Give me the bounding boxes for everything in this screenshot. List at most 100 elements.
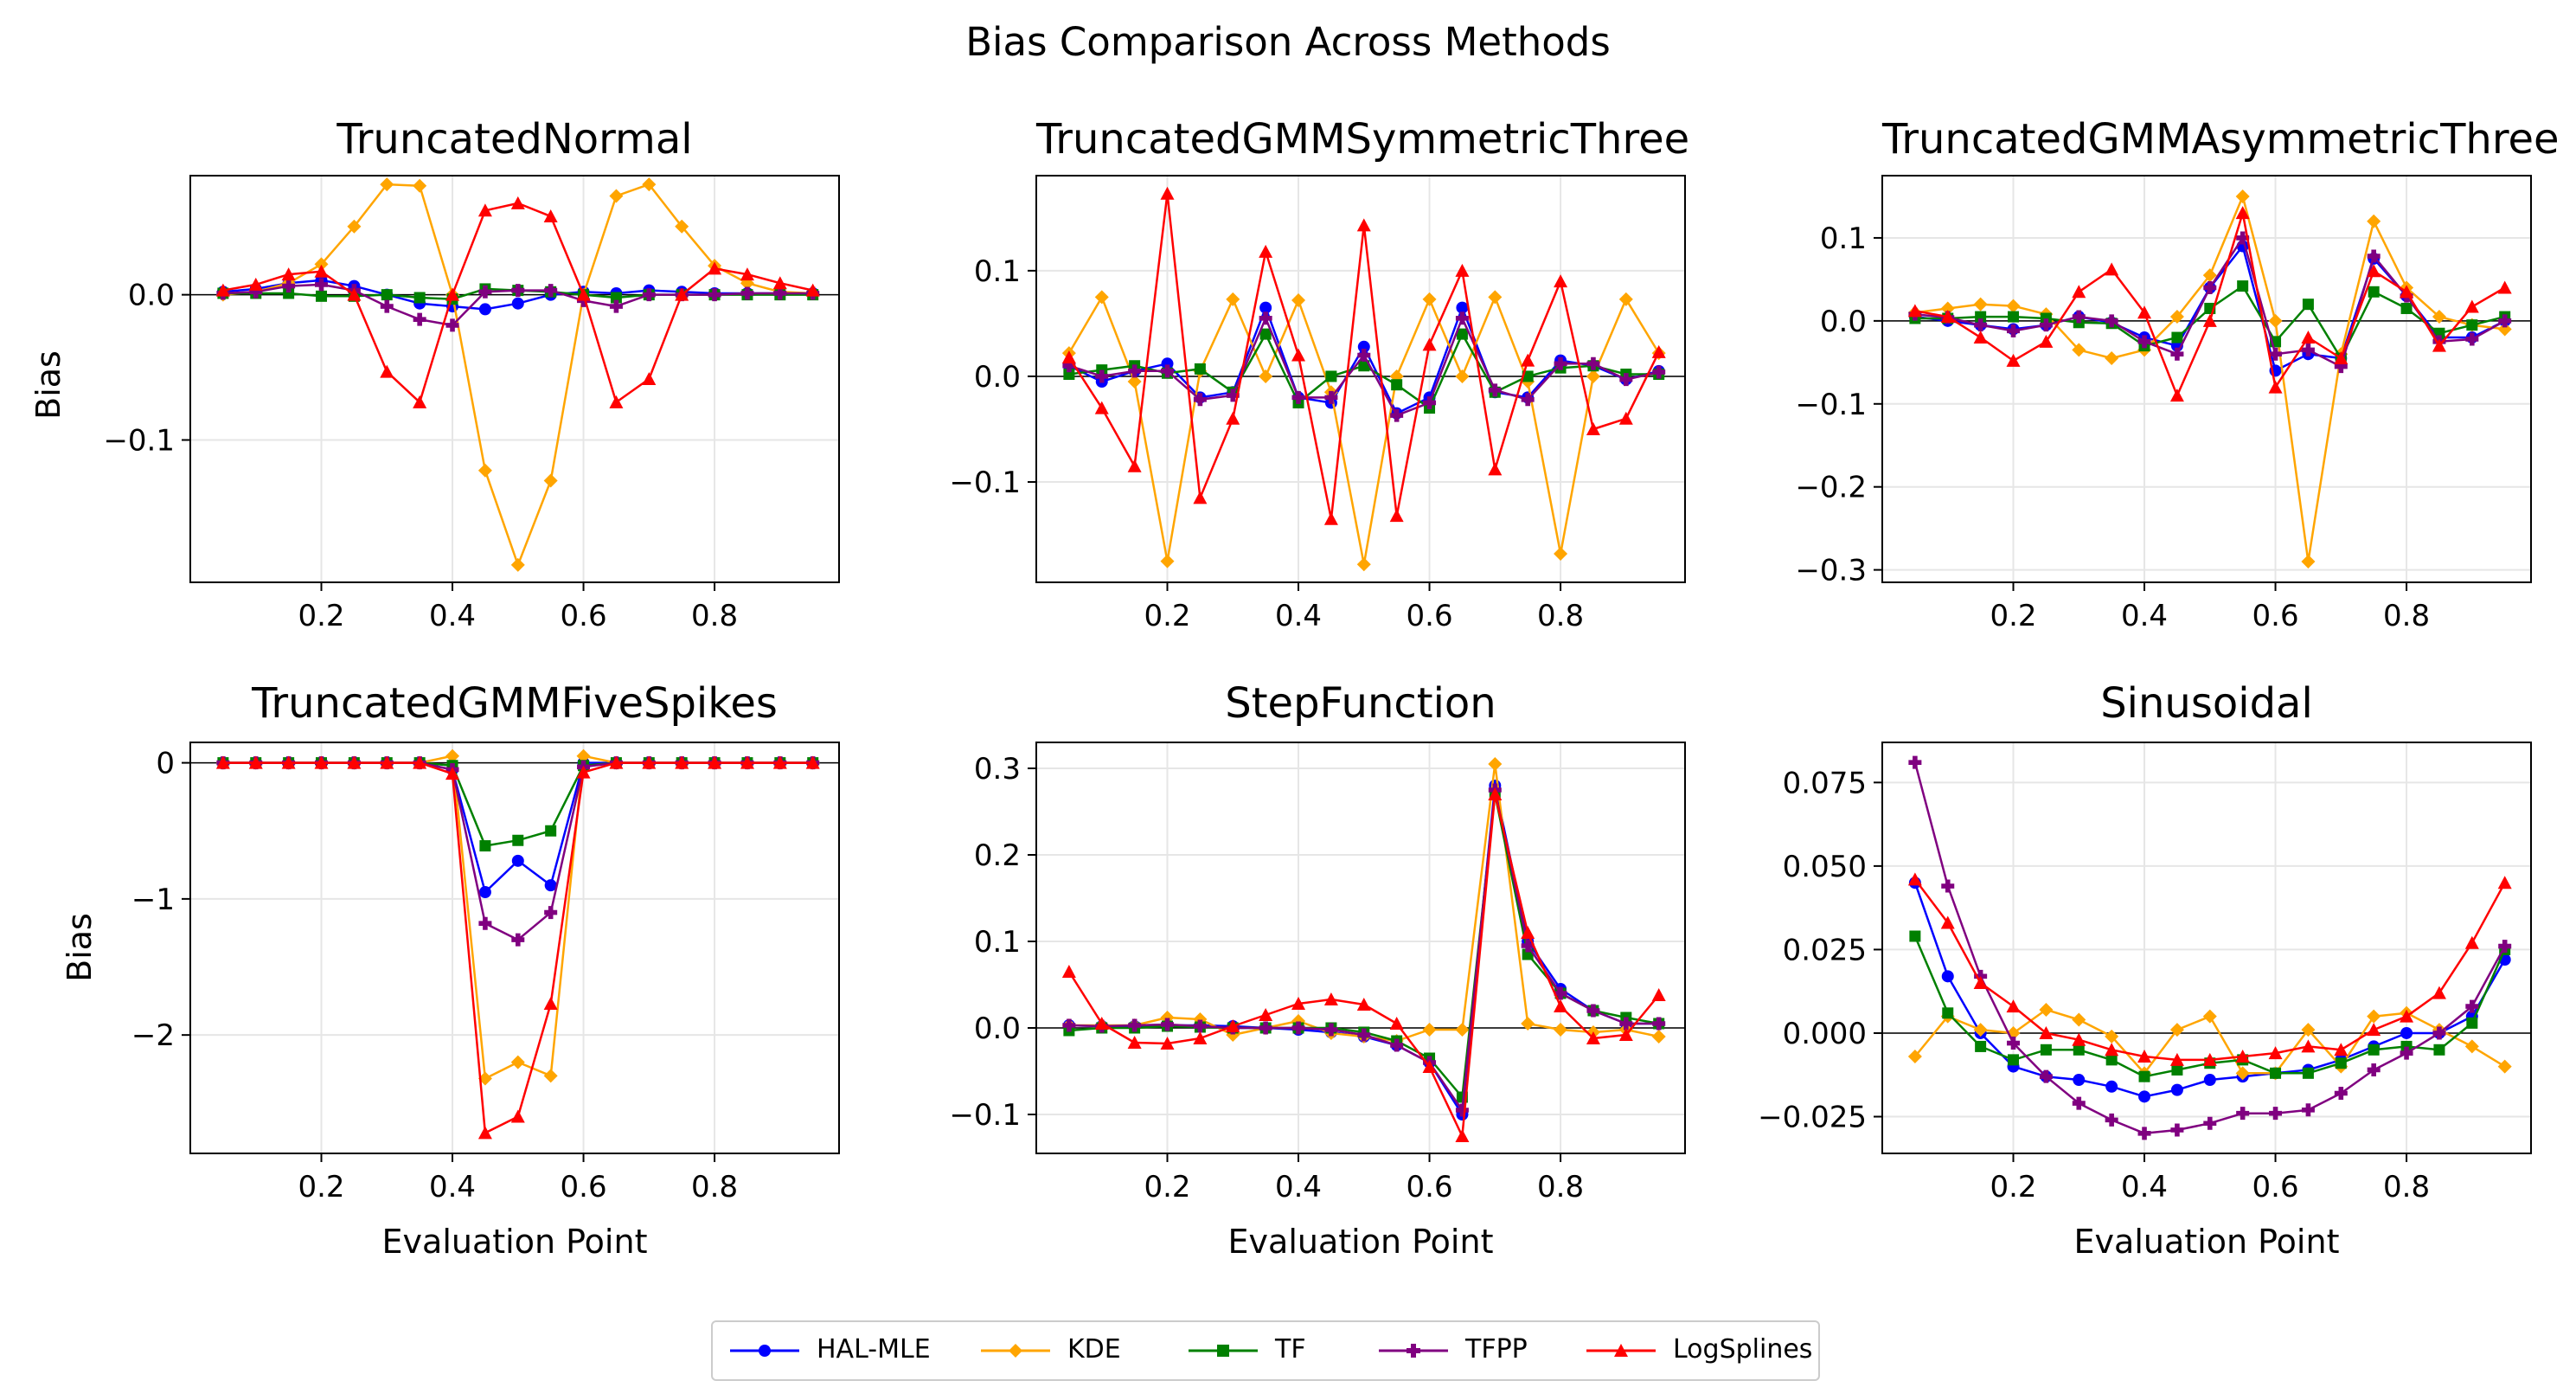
point-truncatedgmmasymmetricthree-tfpp-8 <box>2170 347 2184 361</box>
point-truncatedgmmsymmetricthree-logsplines-8 <box>1323 511 1338 525</box>
point-truncatedgmmsymmetricthree-logsplines-3 <box>1160 186 1175 200</box>
point-truncatedgmmfivespikes-logsplines-17 <box>772 755 787 769</box>
axes-frame-truncatednormal <box>189 175 840 583</box>
point-truncatedgmmfivespikes-hal-mle-8 <box>478 886 491 899</box>
point-truncatedgmmasymmetricthree-logsplines-18 <box>2497 280 2512 294</box>
point-truncatedgmmsymmetricthree-logsplines-14 <box>1521 353 1535 367</box>
point-truncatedgmmsymmetricthree-logsplines-17 <box>1618 411 1633 425</box>
point-truncatedgmmsymmetricthree-kde-6 <box>1259 369 1273 383</box>
point-truncatednormal-kde-5 <box>380 177 394 192</box>
point-stepfunction-tfpp-7 <box>1291 1021 1305 1035</box>
point-truncatedgmmsymmetricthree-tf-4 <box>1194 363 1206 375</box>
legend-marker-kde <box>981 1344 1050 1358</box>
point-sinusoidal-tfpp-4 <box>2039 1069 2053 1083</box>
point-truncatedgmmfivespikes-logsplines-14 <box>675 755 689 769</box>
point-truncatednormal-kde-4 <box>347 219 362 234</box>
point-truncatedgmmsymmetricthree-tf-0 <box>1063 369 1075 381</box>
point-sinusoidal-logsplines-16 <box>2432 986 2446 999</box>
legend-item-tfpp: TFPP <box>1370 1322 1543 1379</box>
point-truncatednormal-tf-5 <box>381 289 393 301</box>
point-truncatedgmmfivespikes-logsplines-1 <box>248 755 263 769</box>
y-tick-label-truncatedgmmasymmetricthree-4: 0.1 <box>1820 222 1867 256</box>
point-sinusoidal-tf-7 <box>2138 1070 2150 1082</box>
point-truncatedgmmsymmetricthree-logsplines-7 <box>1291 348 1306 362</box>
point-sinusoidal-tfpp-7 <box>2137 1127 2151 1140</box>
panel-truncatedgmmfivespikes: 0.2 0.4 0.6 0.8 −2 −1 0 <box>131 742 840 1204</box>
y-tick-label-stepfunction-4: 0.3 <box>974 752 1021 787</box>
point-truncatednormal-tfpp-12 <box>609 299 623 313</box>
point-truncatedgmmfivespikes-logsplines-9 <box>510 1109 525 1123</box>
figure-title: Bias Comparison Across Methods <box>965 19 1611 65</box>
point-truncatedgmmsymmetricthree-hal-mle-6 <box>1259 301 1272 314</box>
point-truncatedgmmasymmetricthree-kde-11 <box>2268 313 2283 328</box>
point-sinusoidal-tfpp-8 <box>2170 1123 2184 1137</box>
x-axis-label-1: Evaluation Point <box>381 1223 648 1261</box>
point-truncatedgmmfivespikes-logsplines-15 <box>708 755 722 769</box>
point-truncatednormal-tfpp-6 <box>413 312 426 326</box>
x-tick-label-truncatedgmmasymmetricthree-2: 0.6 <box>2252 599 2299 633</box>
point-stepfunction-kde-14 <box>1521 1017 1535 1031</box>
point-stepfunction-tfpp-0 <box>1062 1018 1076 1032</box>
point-truncatedgmmsymmetricthree-tfpp-18 <box>1652 365 1666 379</box>
point-truncatedgmmfivespikes-logsplines-2 <box>281 755 296 769</box>
point-truncatedgmmasymmetricthree-tfpp-2 <box>1974 318 1988 332</box>
point-truncatednormal-tfpp-9 <box>511 284 525 298</box>
x-axis-label-2: Evaluation Point <box>1227 1223 1494 1261</box>
point-truncatedgmmasymmetricthree-logsplines-7 <box>2137 305 2152 319</box>
panel-title-step-function: StepFunction <box>1225 679 1496 728</box>
point-stepfunction-kde-11 <box>1422 1023 1437 1037</box>
point-truncatednormal-kde-6 <box>413 178 427 193</box>
point-truncatedgmmasymmetricthree-tfpp-11 <box>2269 347 2283 361</box>
series-line-truncatedgmmsymmetricthree-kde <box>1067 296 1660 566</box>
point-truncatedgmmsymmetricthree-tfpp-16 <box>1586 356 1600 370</box>
series-line-stepfunction-tfpp <box>1068 788 1659 1112</box>
point-truncatednormal-kde-3 <box>314 257 329 272</box>
panel-title-gmm-asymmetric-three: TruncatedGMMAsymmetricThree <box>1882 115 2560 164</box>
panel-title-gmm-five-spikes: TruncatedGMMFiveSpikes <box>252 679 778 728</box>
point-truncatedgmmfivespikes-logsplines-11 <box>576 765 591 779</box>
legend-marker-logsplines <box>1586 1344 1656 1357</box>
point-truncatedgmmsymmetricthree-logsplines-5 <box>1226 411 1240 425</box>
point-truncatednormal-logsplines-15 <box>708 261 722 275</box>
point-truncatednormal-tfpp-3 <box>315 278 329 292</box>
point-truncatedgmmasymmetricthree-tf-8 <box>2171 331 2183 344</box>
point-truncatedgmmsymmetricthree-kde-16 <box>1586 369 1600 383</box>
series-line-truncatedgmmfivespikes-tfpp <box>222 761 813 941</box>
point-truncatednormal-logsplines-0 <box>215 283 230 297</box>
point-sinusoidal-tf-16 <box>2433 1044 2445 1056</box>
point-truncatedgmmsymmetricthree-kde-7 <box>1291 293 1306 308</box>
point-truncatedgmmasymmetricthree-tfpp-17 <box>2465 332 2479 346</box>
x-tick-label-stepfunction-3: 0.8 <box>1537 1170 1584 1204</box>
point-truncatedgmmasymmetricthree-tf-4 <box>2040 312 2052 324</box>
point-truncatedgmmsymmetricthree-logsplines-4 <box>1193 491 1208 504</box>
point-truncatedgmmasymmetricthree-tf-15 <box>2400 302 2413 314</box>
point-truncatedgmmfivespikes-kde-8 <box>477 1071 492 1086</box>
axes-frame-truncatedgmmfivespikes <box>189 742 840 1154</box>
point-sinusoidal-logsplines-13 <box>2334 1043 2349 1056</box>
point-truncatednormal-kde-10 <box>543 473 558 488</box>
point-sinusoidal-tf-17 <box>2466 1017 2478 1029</box>
point-truncatedgmmsymmetricthree-hal-mle-9 <box>1357 340 1370 353</box>
point-sinusoidal-logsplines-14 <box>2367 1023 2381 1037</box>
point-truncatednormal-tfpp-15 <box>708 288 721 302</box>
point-truncatedgmmasymmetricthree-logsplines-0 <box>1907 304 1922 318</box>
point-truncatedgmmfivespikes-tfpp-10 <box>544 906 558 920</box>
point-truncatedgmmasymmetricthree-logsplines-10 <box>2235 206 2250 220</box>
point-truncatedgmmasymmetricthree-kde-9 <box>2202 268 2217 283</box>
point-stepfunction-logsplines-11 <box>1422 1060 1437 1073</box>
point-truncatedgmmsymmetricthree-tfpp-6 <box>1259 311 1272 325</box>
point-sinusoidal-kde-9 <box>2202 1009 2217 1024</box>
point-truncatedgmmsymmetricthree-tfpp-2 <box>1128 364 1142 378</box>
point-truncatedgmmasymmetricthree-kde-16 <box>2432 310 2446 324</box>
point-stepfunction-tfpp-3 <box>1161 1018 1175 1031</box>
y-tick-label-sinusoidal-0: −0.025 <box>1758 1101 1867 1135</box>
y-tick-label-truncatedgmmsymmetricthree-0: −0.1 <box>949 466 1021 500</box>
point-truncatedgmmsymmetricthree-logsplines-12 <box>1455 263 1470 277</box>
point-truncatedgmmsymmetricthree-kde-5 <box>1226 292 1240 306</box>
point-sinusoidal-tf-15 <box>2400 1040 2413 1052</box>
point-sinusoidal-tf-14 <box>2368 1044 2380 1056</box>
point-stepfunction-tfpp-16 <box>1586 1004 1600 1018</box>
point-sinusoidal-tfpp-5 <box>2072 1096 2086 1110</box>
point-truncatedgmmfivespikes-tf-10 <box>545 825 557 837</box>
legend-label-tfpp: TFPP <box>1465 1334 1528 1365</box>
